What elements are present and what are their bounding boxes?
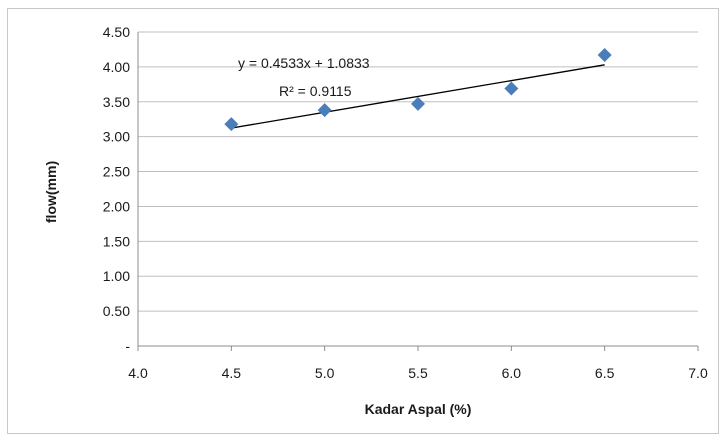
x-tick-labels: 4.0 4.5 5.0 5.5 6.0 6.5 7.0 [128, 365, 708, 381]
y-tick-label: 2.50 [103, 164, 130, 180]
chart-frame [7, 8, 719, 434]
trendline-r2: R² = 0.9115 [279, 83, 352, 99]
data-point [224, 117, 239, 132]
y-tick-labels: - 0.50 1.00 1.50 2.00 2.50 3.00 3.50 4.00 4.50 [103, 24, 131, 354]
y-tick-label: 2.00 [103, 198, 130, 214]
y-tick-label: 1.50 [103, 233, 130, 249]
data-point [504, 81, 519, 96]
x-tick-label: 4.5 [222, 365, 242, 381]
trendline [231, 64, 605, 129]
x-tick-label: 6.0 [502, 365, 522, 381]
x-tick-label: 5.5 [408, 365, 428, 381]
y-tick-label: 0.50 [103, 303, 130, 319]
y-tick-label: 3.50 [103, 94, 130, 110]
data-point [317, 103, 332, 118]
y-tick-label: - [125, 338, 130, 354]
axes [137, 32, 699, 351]
y-tick-label: 4.00 [103, 59, 130, 75]
trendline-equation: y = 0.4533x + 1.0833 [238, 55, 370, 71]
gridlines [138, 31, 698, 312]
x-tick-label: 6.5 [595, 365, 615, 381]
y-tick-label: 1.00 [103, 268, 130, 284]
y-axis-title: flow(mm) [43, 161, 59, 223]
data-point [411, 96, 425, 111]
trendline-group [231, 64, 605, 129]
data-points [224, 48, 612, 132]
y-tick-label: 3.00 [103, 129, 130, 145]
x-axis-title: Kadar Aspal (%) [365, 401, 472, 417]
data-point [597, 48, 612, 63]
x-tick-label: 7.0 [688, 365, 708, 381]
x-tick-label: 4.0 [128, 365, 148, 381]
y-tick-label: 4.50 [103, 24, 130, 40]
x-tick-label: 5.0 [315, 365, 335, 381]
